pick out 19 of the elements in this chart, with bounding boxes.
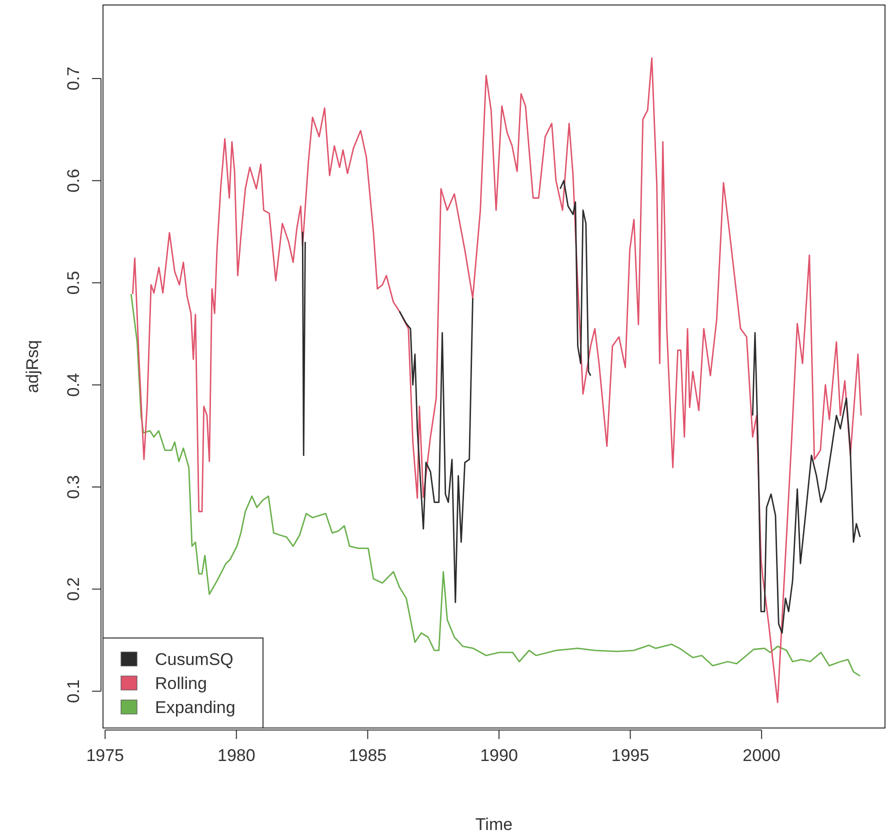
- line-series: [130, 293, 861, 677]
- y-tick-label: 0.5: [64, 270, 83, 295]
- y-tick-label: 0.7: [64, 66, 83, 90]
- legend-label: Rolling: [155, 674, 207, 693]
- y-axis-title: adjRsq: [23, 340, 42, 393]
- x-tick-label: 2000: [742, 746, 780, 766]
- x-tick-label: 1985: [348, 746, 387, 766]
- legend-label: Expanding: [155, 698, 236, 717]
- y-tick-label: 0.2: [64, 577, 83, 601]
- y-tick-label: 0.6: [64, 168, 83, 192]
- x-tick-label: 1980: [217, 746, 256, 766]
- legend-label: CusumSQ: [155, 650, 234, 669]
- x-tick-label: 1975: [86, 746, 124, 766]
- y-tick-label: 0.3: [64, 475, 83, 499]
- y-tick-label: 0.4: [64, 373, 83, 397]
- x-tick-label: 1995: [611, 746, 650, 766]
- y-tick-label: 0.1: [64, 679, 83, 704]
- x-tick-label: 1990: [480, 746, 518, 766]
- x-axis-title: Time: [475, 815, 513, 834]
